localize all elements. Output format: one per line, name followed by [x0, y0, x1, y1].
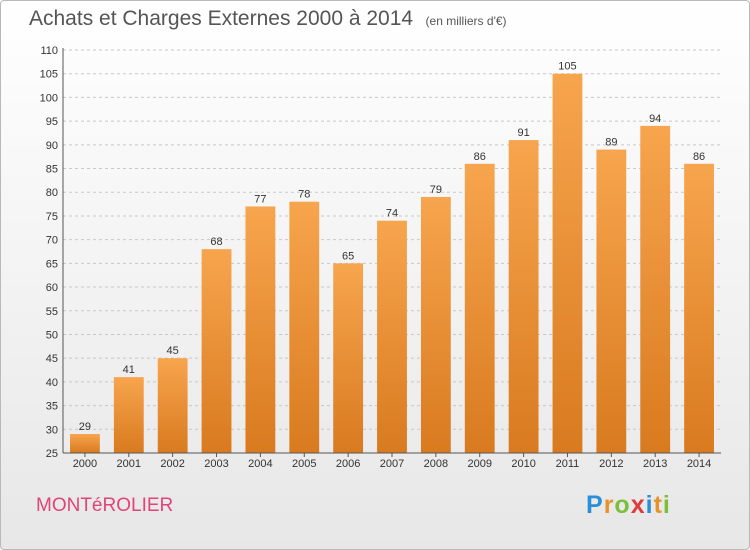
y-tick-label: 80	[46, 187, 58, 199]
bar	[552, 73, 583, 454]
chart-subtitle: (en milliers d'€)	[425, 14, 507, 28]
y-tick-label: 100	[40, 92, 58, 104]
x-tick-label: 2005	[292, 458, 316, 470]
x-tick-label: 2010	[511, 458, 535, 470]
data-label: 45	[167, 345, 179, 357]
bar	[70, 434, 100, 453]
x-tick-label: 2006	[336, 458, 360, 470]
data-label: 94	[649, 113, 661, 125]
bar	[684, 163, 714, 453]
x-tick-label: 2014	[687, 458, 711, 470]
logo-letter: i	[662, 491, 671, 519]
y-tick-label: 90	[46, 140, 58, 152]
data-label: 41	[123, 364, 135, 376]
y-tick-label: 45	[46, 353, 58, 365]
logo-letter: o	[614, 491, 631, 519]
logo-letter: i	[645, 491, 654, 519]
data-label: 86	[474, 151, 486, 163]
y-tick-label: 110	[40, 45, 58, 57]
y-tick-label: 95	[46, 116, 58, 128]
x-tick-label: 2007	[380, 458, 404, 470]
bar	[508, 140, 539, 454]
bar	[289, 201, 320, 453]
bars	[70, 73, 714, 454]
x-tick-label: 2011	[556, 458, 580, 470]
x-tick-label: 2012	[599, 458, 623, 470]
data-label: 78	[298, 189, 310, 201]
data-label: 105	[558, 61, 576, 73]
data-label: 79	[430, 184, 442, 196]
y-tick-label: 25	[46, 448, 58, 460]
data-label: 91	[517, 127, 529, 139]
logo-letter: r	[603, 491, 615, 519]
x-tick-label: 2000	[73, 458, 97, 470]
bar	[420, 196, 451, 453]
data-label: 77	[254, 193, 266, 205]
x-tick-label: 2013	[643, 458, 667, 470]
chart-title: Achats et Charges Externes 2000 à 2014	[29, 7, 414, 30]
x-tick-label: 2004	[248, 458, 272, 470]
y-tick-label: 60	[46, 282, 58, 294]
x-tick-label: 2008	[424, 458, 448, 470]
bar	[113, 377, 144, 453]
bar	[640, 125, 671, 453]
data-label: 86	[693, 151, 705, 163]
y-tick-label: 30	[46, 424, 58, 436]
title-row: Achats et Charges Externes 2000 à 2014 (…	[29, 7, 507, 31]
data-label: 68	[210, 236, 222, 248]
logo-letter: P	[586, 491, 604, 519]
y-tick-label: 85	[46, 164, 58, 176]
data-label: 89	[605, 137, 617, 149]
y-tick-label: 105	[40, 69, 58, 81]
bar	[464, 163, 495, 453]
axes: 25 30 35 40 45 50 55 60 65 70 75 80 85 90 95 100 105 110 2…	[40, 45, 721, 470]
bar	[201, 249, 232, 453]
data-label: 74	[386, 208, 398, 220]
x-tick-label: 2003	[204, 458, 228, 470]
logo-letter: t	[653, 491, 663, 519]
bar	[596, 149, 627, 454]
y-tick-label: 75	[46, 211, 58, 223]
proxiti-logo: Proxiti	[586, 491, 671, 520]
y-tick-label: 65	[46, 258, 58, 270]
y-tick-label: 50	[46, 329, 58, 341]
logo-letter: x	[630, 491, 646, 519]
commune-name: MONTéROLIER	[36, 495, 174, 516]
bar	[333, 263, 364, 453]
x-tick-label: 2002	[160, 458, 184, 470]
x-tick-label: 2001	[117, 458, 141, 470]
y-tick-label: 55	[46, 306, 58, 318]
y-tick-label: 40	[46, 377, 58, 389]
bar	[157, 358, 188, 453]
y-tick-label: 70	[46, 235, 58, 247]
data-label: 29	[79, 421, 91, 433]
bar	[245, 206, 276, 453]
data-labels: 29 41 45 68 77 78 65 74 79 86 91 105 89 94 86	[79, 61, 705, 433]
y-tick-label: 35	[46, 401, 58, 413]
data-label: 65	[342, 250, 354, 262]
bar	[377, 220, 407, 453]
x-tick-label: 2009	[467, 458, 491, 470]
